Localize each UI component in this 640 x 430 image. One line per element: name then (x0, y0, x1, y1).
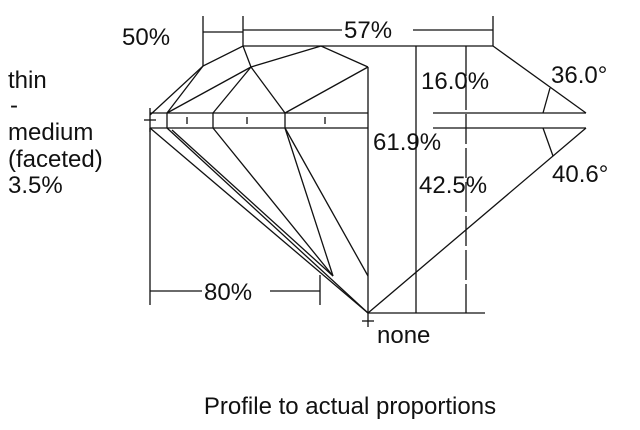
girdle-label-5: 3.5% (8, 172, 63, 199)
crown-facets (166, 45, 369, 128)
facet-line (284, 66, 369, 114)
crown-height-label: 16.0% (421, 68, 489, 95)
total-depth-label: 61.9% (373, 129, 441, 156)
crown-angle-line (492, 45, 587, 114)
crown-angle-label: 36.0° (551, 62, 607, 89)
facet-line (166, 66, 252, 114)
pavilion-depth-label: 42.5% (419, 172, 487, 199)
facet-line (166, 65, 204, 114)
culet-label: none (377, 322, 430, 349)
lower-half-label: 80% (204, 279, 252, 306)
caption: Profile to actual proportions (204, 393, 496, 420)
diamond-outline (149, 45, 369, 314)
girdle-label-1: thin (8, 67, 47, 94)
pavilion-angle-label: 40.6° (552, 161, 608, 188)
facet-line (284, 127, 334, 277)
table-label: 57% (344, 17, 392, 44)
table-from-star-label: 50% (122, 24, 170, 51)
facet-line (250, 45, 322, 68)
facet-line (166, 127, 369, 314)
girdle-label-4: (faceted) (8, 146, 103, 173)
facet-line (171, 129, 334, 277)
labels: 50% 57% thin - medium (faceted) 3.5% 16.… (8, 17, 608, 420)
angle-arc (542, 127, 554, 157)
facet-line (284, 127, 369, 277)
girdle-label-3: medium (8, 119, 93, 146)
marks (144, 108, 374, 327)
facet-line (242, 45, 252, 68)
pavilion-facets (166, 127, 369, 314)
angle-arc (542, 87, 551, 114)
facet-line (212, 127, 334, 277)
pavilion-angle-line (367, 127, 587, 314)
pavilion-left-edge (149, 127, 369, 314)
facet-line (250, 66, 286, 114)
dimension-lines (149, 16, 587, 314)
facet-line (212, 66, 252, 114)
girdle-label-2: - (10, 92, 18, 119)
